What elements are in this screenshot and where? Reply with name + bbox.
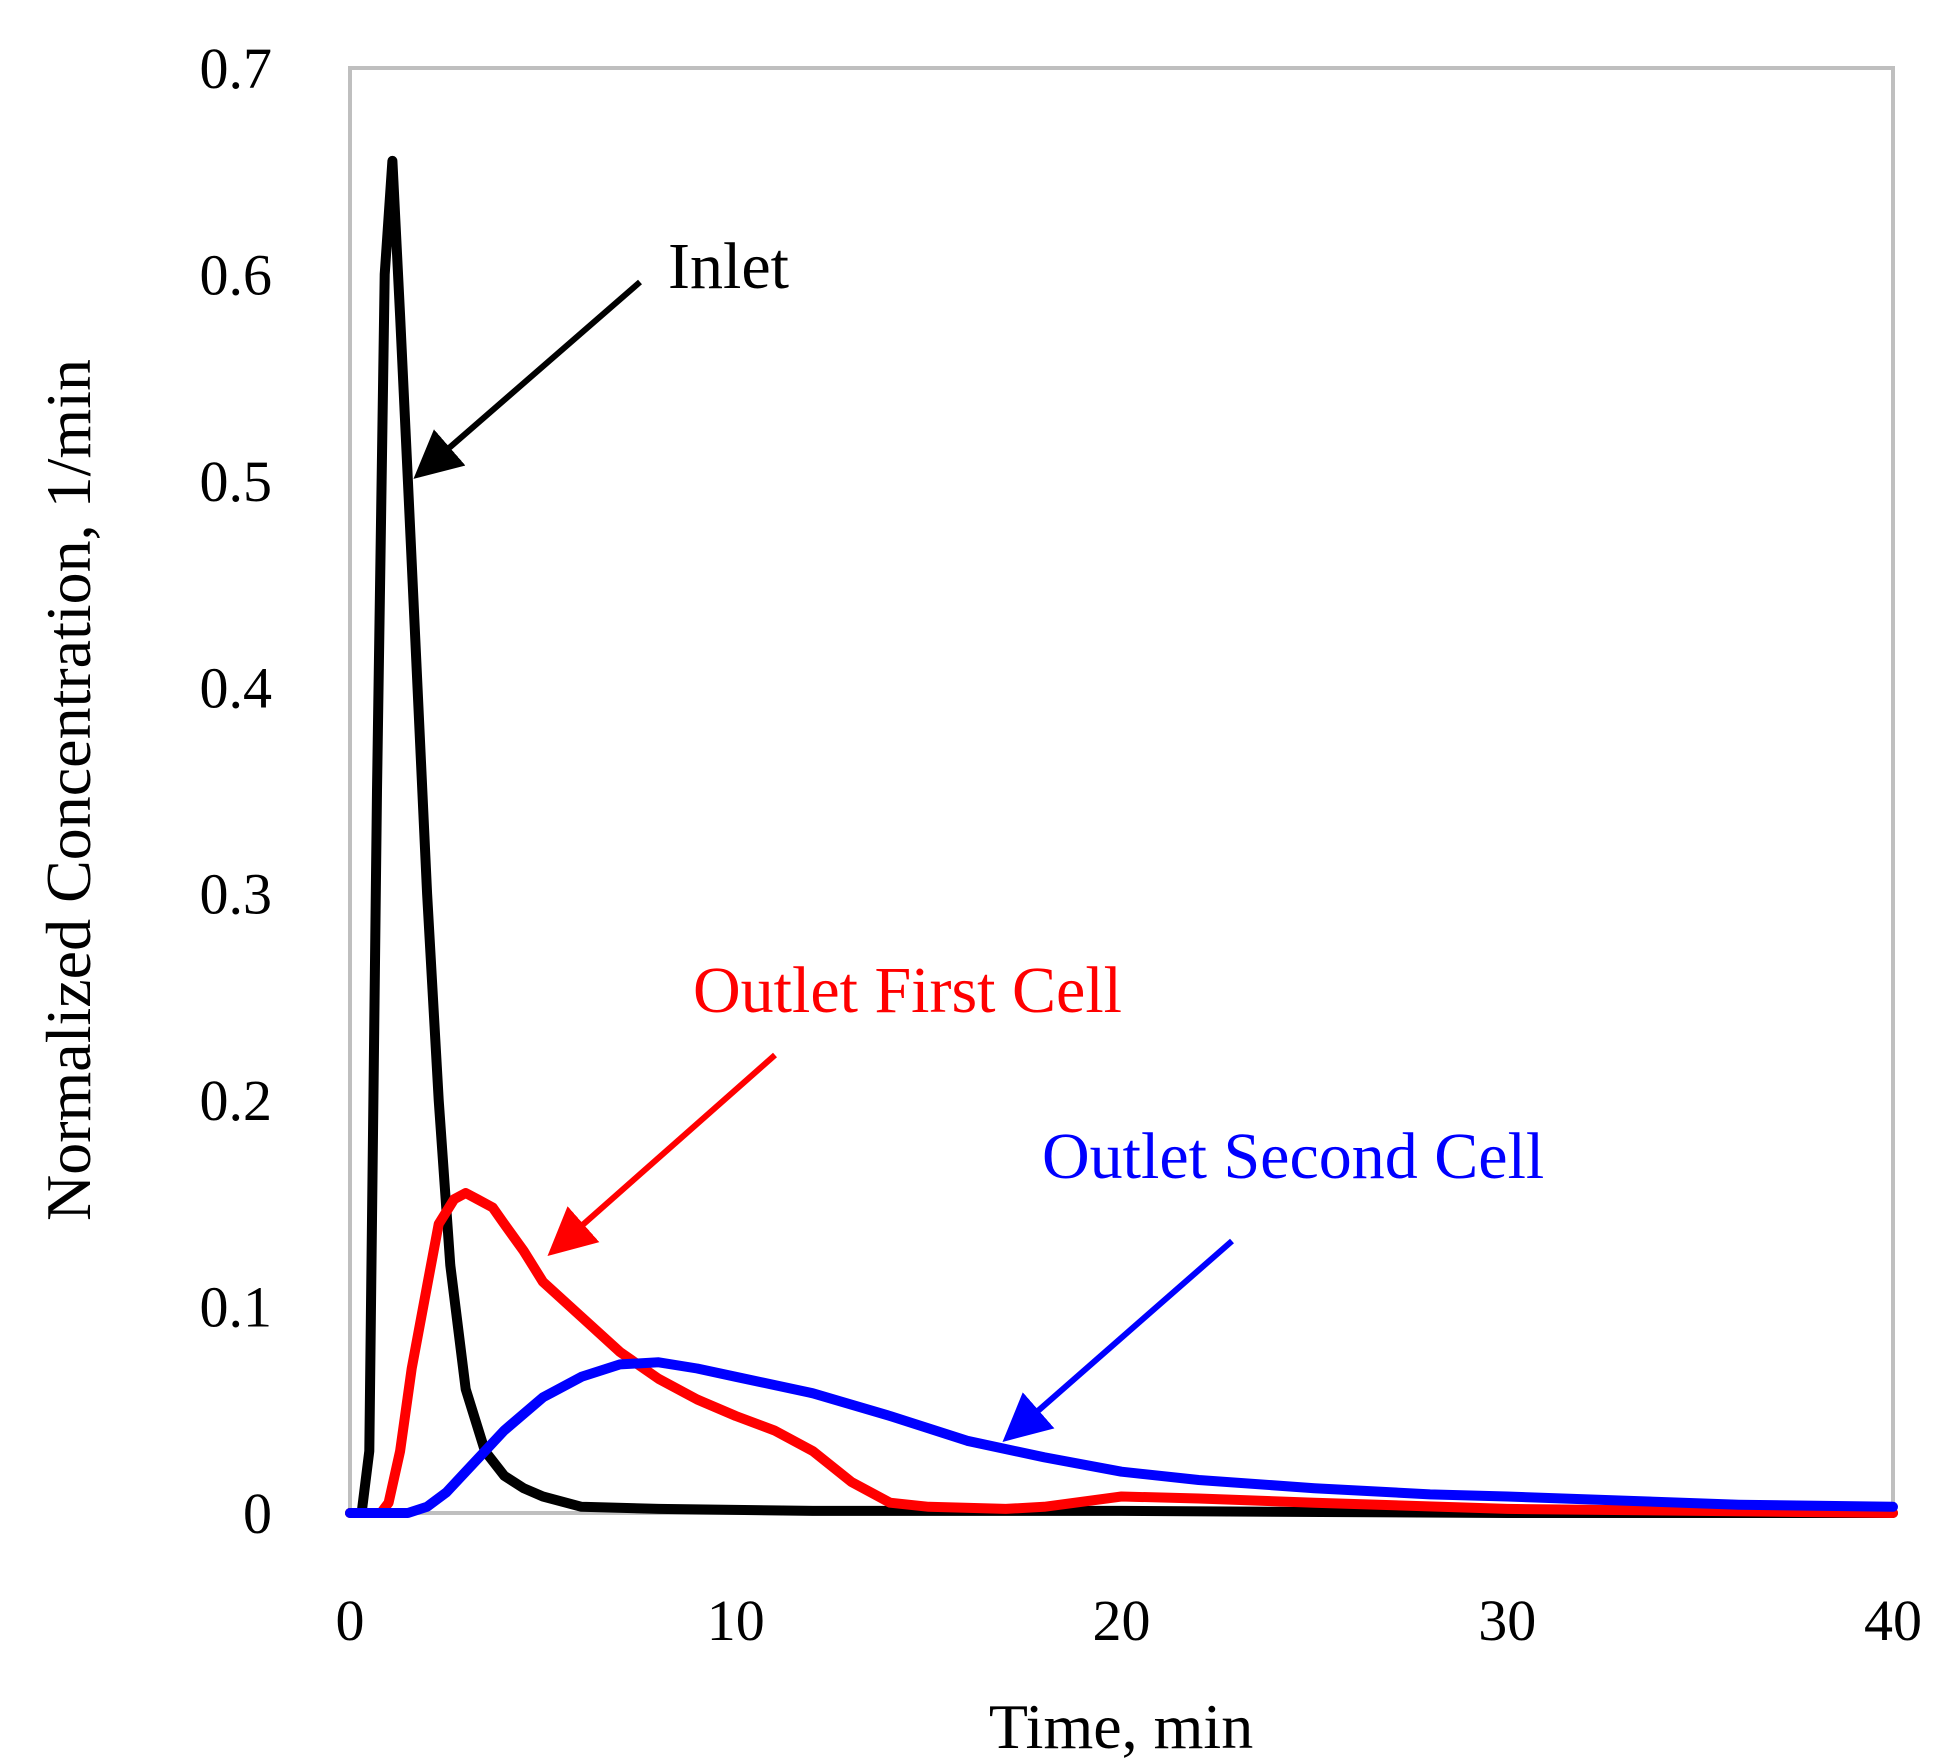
y-tick-label: 0.1 bbox=[200, 1275, 273, 1340]
y-tick-label: 0.7 bbox=[200, 36, 273, 101]
x-tick-label: 40 bbox=[1864, 1588, 1922, 1653]
series-line-inlet bbox=[345, 155, 1898, 1518]
y-tick-label: 0.6 bbox=[200, 242, 273, 307]
outlet-first-cell-label: Outlet First Cell bbox=[693, 954, 1122, 1027]
inlet-arrow bbox=[413, 279, 642, 479]
y-axis-title: Normalized Concentration, 1/min bbox=[33, 359, 104, 1221]
y-tick-label: 0.5 bbox=[200, 449, 273, 514]
y-tick-label: 0.3 bbox=[200, 862, 273, 927]
y-tick-label: 0 bbox=[243, 1481, 272, 1546]
x-tick-label: 10 bbox=[707, 1588, 765, 1653]
outlet-second-cell-arrow bbox=[1002, 1238, 1234, 1442]
plot-area-frame bbox=[348, 66, 1895, 1515]
x-tick-label: 20 bbox=[1093, 1588, 1151, 1653]
series-layer bbox=[345, 155, 1898, 1518]
x-tick-label: 30 bbox=[1478, 1588, 1536, 1653]
inlet-label: Inlet bbox=[668, 230, 789, 303]
y-tick-label: 0.4 bbox=[200, 655, 273, 720]
outlet-first-cell-arrow bbox=[547, 1052, 777, 1256]
x-tick-label: 0 bbox=[336, 1588, 365, 1653]
x-axis-title: Time, min bbox=[989, 1691, 1253, 1762]
outlet-second-cell-label: Outlet Second Cell bbox=[1042, 1120, 1544, 1193]
y-tick-label: 0.2 bbox=[200, 1068, 273, 1133]
series-line-outlet-second-cell bbox=[345, 1357, 1898, 1518]
tick-labels: 0 10 20 30 40 0 0.1 0.2 0.3 0.4 0.5 0.6 0.7 bbox=[200, 36, 1923, 1653]
